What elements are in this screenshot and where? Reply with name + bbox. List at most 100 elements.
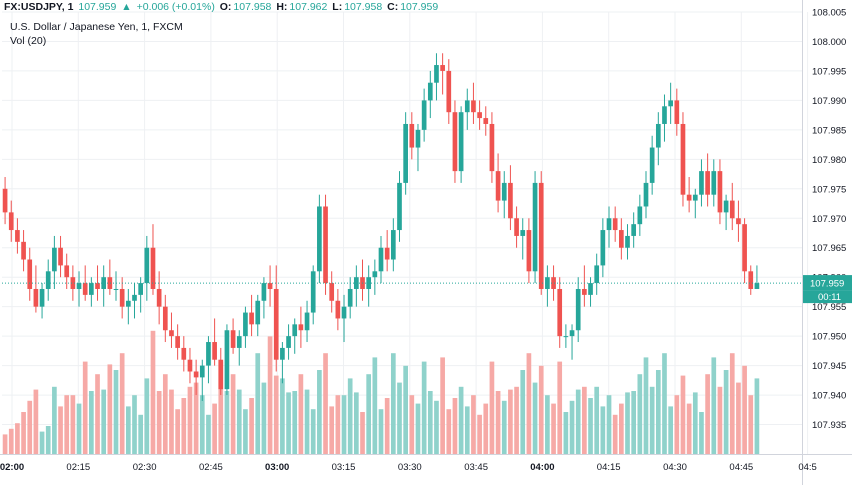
volume-bar bbox=[218, 361, 224, 454]
candle-body bbox=[236, 336, 242, 348]
volume-bar bbox=[662, 353, 667, 454]
candle-body bbox=[261, 283, 267, 301]
candle-body bbox=[292, 324, 298, 337]
candle-body bbox=[230, 330, 236, 348]
close-value: 107.959 bbox=[400, 1, 439, 13]
time-tick-label: 04:5 bbox=[798, 462, 817, 473]
volume-bar bbox=[378, 409, 384, 454]
candle-body bbox=[101, 277, 107, 289]
volume-bar bbox=[397, 382, 402, 454]
volume-bar bbox=[440, 357, 445, 454]
price-tick-label: 107.980 bbox=[812, 155, 846, 166]
candle-body bbox=[699, 171, 704, 195]
volume-bar bbox=[107, 364, 113, 454]
candle-body bbox=[187, 359, 193, 372]
volume-bar bbox=[649, 386, 655, 454]
candle-body bbox=[89, 283, 94, 295]
volume-bar bbox=[508, 389, 513, 454]
candle-body bbox=[748, 271, 754, 289]
volume-bar bbox=[717, 386, 723, 454]
volume-bar bbox=[169, 389, 174, 454]
volume-bar bbox=[532, 382, 538, 454]
candle-body bbox=[563, 336, 569, 338]
volume-bar bbox=[113, 370, 119, 454]
candle-body bbox=[249, 312, 254, 325]
symbol-name[interactable]: FX:USDJPY, 1 bbox=[4, 1, 74, 13]
volume-bar bbox=[27, 400, 33, 454]
candle-body bbox=[27, 259, 33, 289]
volume-bar bbox=[193, 382, 199, 454]
price-tick-label: 107.995 bbox=[812, 66, 846, 77]
candle-body bbox=[323, 206, 328, 284]
volume-bar bbox=[692, 392, 698, 454]
price-tick-label: 107.955 bbox=[812, 302, 846, 313]
candle-body bbox=[489, 123, 495, 172]
last-price-tag bbox=[803, 275, 852, 291]
candle-body bbox=[397, 182, 402, 231]
candle-body bbox=[39, 288, 45, 307]
volume-bar bbox=[329, 406, 335, 454]
candle-body bbox=[514, 218, 519, 236]
candle-body bbox=[224, 330, 230, 390]
candle-body bbox=[329, 283, 335, 301]
volume-bar bbox=[483, 403, 489, 454]
volume-bar bbox=[575, 389, 581, 454]
candle-body bbox=[372, 271, 378, 278]
candle-body bbox=[390, 230, 396, 260]
volume-bar bbox=[452, 398, 458, 454]
volume-bar bbox=[403, 365, 408, 454]
candle-body bbox=[668, 100, 673, 107]
candle-body bbox=[680, 123, 686, 195]
candle-body bbox=[440, 65, 445, 71]
volume-bar bbox=[446, 409, 452, 454]
candle-body bbox=[582, 288, 587, 295]
candle-body bbox=[575, 288, 581, 331]
volume-bar bbox=[711, 357, 717, 454]
volume-bar bbox=[267, 336, 273, 454]
chart-legend-title[interactable]: U.S. Dollar / Japanese Yen, 1, FXCM bbox=[10, 21, 183, 33]
time-tick-label: 04:00 bbox=[530, 462, 554, 473]
volume-bar bbox=[292, 391, 298, 454]
candle-body bbox=[280, 347, 285, 360]
volume-bar bbox=[125, 406, 131, 454]
time-tick-label: 02:15 bbox=[66, 462, 90, 473]
candle-body bbox=[64, 265, 70, 278]
volume-legend[interactable]: Vol (20) bbox=[10, 35, 47, 47]
countdown-tag-text: 00:11 bbox=[818, 292, 841, 303]
price-tick-label: 107.965 bbox=[812, 243, 846, 254]
volume-bar bbox=[341, 395, 347, 454]
candle-body bbox=[273, 288, 279, 360]
candle-body bbox=[347, 288, 353, 307]
volume-bar bbox=[520, 370, 526, 454]
candle-body bbox=[520, 230, 526, 236]
candle-body bbox=[557, 288, 563, 337]
volume-bar bbox=[434, 400, 439, 454]
volume-bar bbox=[754, 378, 760, 454]
candle-body bbox=[464, 100, 470, 113]
volume-bar bbox=[360, 412, 365, 454]
volume-bar bbox=[742, 365, 747, 454]
volume-bar bbox=[489, 361, 495, 454]
volume-bar bbox=[600, 406, 606, 454]
price-tick-label: 107.950 bbox=[812, 332, 846, 343]
volume-bar bbox=[2, 434, 8, 454]
price-tick-label: 108.005 bbox=[812, 8, 846, 19]
volume-bar bbox=[236, 389, 242, 454]
volume-bar bbox=[335, 395, 341, 454]
volume-bar bbox=[643, 357, 649, 454]
volume-bar bbox=[372, 357, 378, 454]
volume-bar bbox=[526, 353, 532, 454]
candle-body bbox=[2, 188, 8, 213]
candle-body bbox=[754, 283, 760, 289]
volume-bar bbox=[224, 391, 230, 454]
volume-bar bbox=[415, 403, 421, 454]
candle-body bbox=[551, 277, 556, 289]
candle-body bbox=[243, 312, 248, 337]
candle-body bbox=[742, 224, 747, 272]
last-price: 107.959 bbox=[78, 1, 117, 13]
volume-bar bbox=[631, 391, 637, 454]
candle-body bbox=[545, 277, 550, 289]
volume-bar bbox=[249, 398, 254, 454]
